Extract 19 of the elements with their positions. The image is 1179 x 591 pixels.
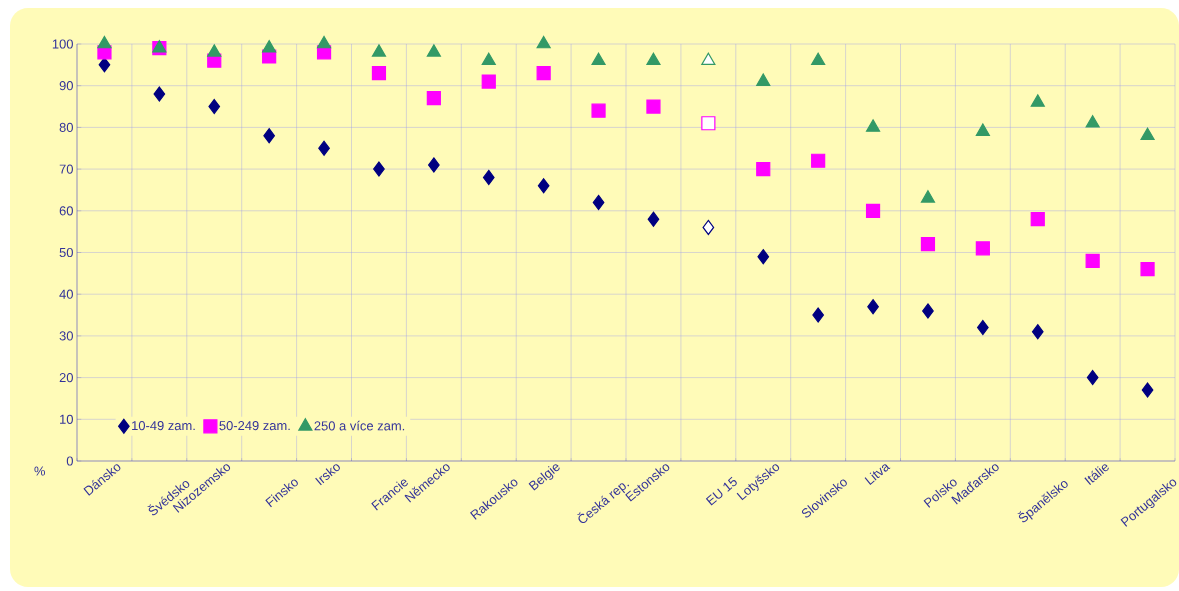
x-tick-label: EU 15: [705, 476, 737, 506]
y-tick-label: 40: [59, 289, 73, 299]
y-tick-label: 10: [60, 414, 73, 424]
x-tick-label: Itálie: [1084, 464, 1109, 485]
legend-label: 250 a více zam.: [314, 420, 405, 431]
y-tick-label: 80: [59, 122, 73, 132]
y-tick-label: 0: [66, 456, 73, 466]
x-tick-label: Litva: [864, 464, 891, 485]
y-tick-label: 60: [59, 206, 73, 216]
legend-label: 10-49 zam.: [132, 421, 195, 431]
y-tick-label: 70: [59, 164, 73, 174]
y-tick-label: 50: [59, 247, 73, 258]
y-tick-label: 30: [59, 331, 73, 341]
y-tick-label: 100: [52, 39, 73, 49]
y-tick-label: 20: [59, 373, 73, 383]
legend-label: 50-249 zam.: [219, 421, 290, 431]
y-axis-title: %: [34, 466, 46, 476]
x-tick-label: Irsko: [315, 464, 340, 486]
y-tick-label: 90: [59, 81, 73, 91]
